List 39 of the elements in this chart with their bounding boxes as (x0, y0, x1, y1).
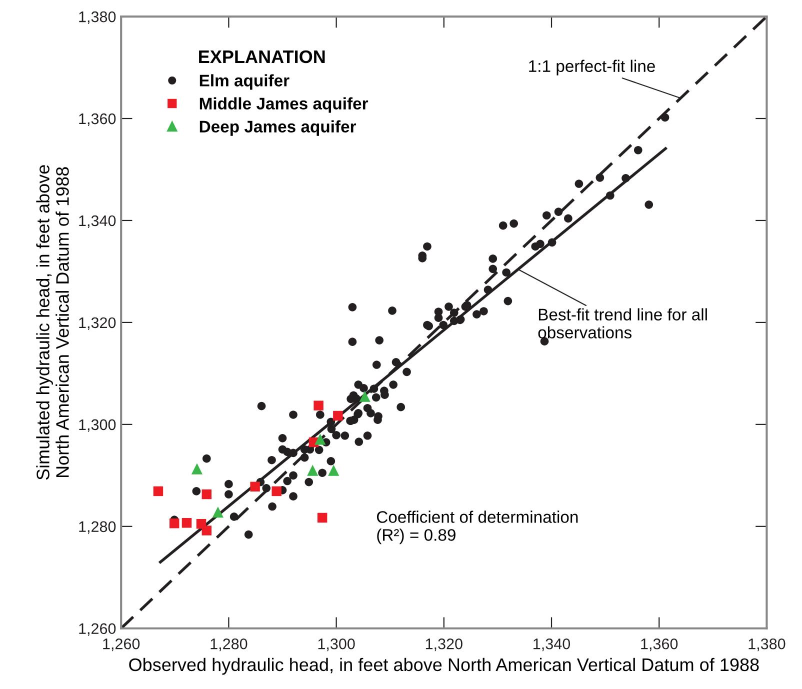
legend-label: Deep James aquifer (200, 120, 356, 136)
x-tick-label: 1,340 (534, 638, 570, 652)
annotation: 1:1 perfect-fit line (529, 60, 655, 76)
point (212, 506, 224, 518)
y-tick-label: 1,360 (79, 113, 116, 126)
point (314, 400, 324, 410)
point (202, 489, 212, 500)
x-tick-label: 1,380 (748, 638, 786, 652)
y-tick-label: 1,280 (79, 521, 116, 534)
x-axis-title: Observed hydraulic head, in feet above North American Vertical Datum of 1988 (129, 658, 759, 675)
point (250, 482, 260, 492)
legend-title: EXPLANATION (199, 50, 325, 64)
annotation: Coefficient of determination (R²) = 0.89 (376, 510, 578, 544)
y-tick-label: 1,320 (79, 317, 116, 330)
point (307, 464, 318, 476)
point (333, 410, 343, 421)
legend-label: Elm aquifer (200, 74, 290, 90)
y-tick-label: 1,300 (79, 419, 116, 432)
y-tick-label: 1,340 (79, 215, 116, 228)
point (170, 518, 180, 528)
y-tick-label: 1,260 (79, 623, 116, 636)
x-tick-label: 1,320 (426, 638, 462, 652)
y-tick-label: 1,380 (79, 11, 116, 24)
point (153, 486, 164, 496)
legend-label: Middle James aquifer (200, 97, 368, 113)
y-axis-title: Simulated hydraulic head, in feet above North American Vertical Datum of 1988 (36, 165, 69, 480)
point (191, 463, 203, 474)
point (328, 464, 340, 476)
point (359, 390, 370, 402)
x-tick-label: 1,280 (210, 638, 248, 652)
point (314, 434, 326, 445)
point (272, 486, 282, 496)
point (202, 526, 212, 536)
x-tick-label: 1,300 (318, 638, 355, 652)
x-tick-label: 1,260 (103, 638, 140, 652)
point (317, 512, 328, 523)
annotation: Best-fit trend line for all observations (538, 308, 707, 338)
x-tick-label: 1,360 (641, 638, 678, 652)
point (182, 518, 192, 528)
